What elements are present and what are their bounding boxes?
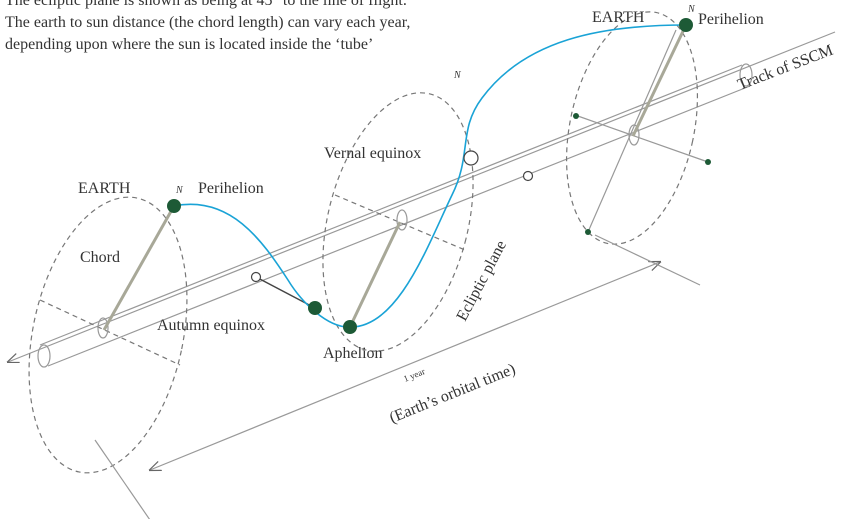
label: EARTH [78,180,131,197]
earth [343,320,357,334]
cross-line [587,29,677,233]
label: Aphelion [323,345,383,362]
earth [679,18,693,32]
orbit-path [173,24,687,328]
sun-ring [97,317,109,339]
orbit-circle [565,11,699,245]
orbit-circle [28,196,188,474]
sun-ring [396,209,408,231]
dot [585,229,591,235]
chord-rod [631,24,688,137]
chord-rod [102,205,176,331]
caption-line: The earth to sun distance (the chord len… [5,14,410,31]
label: EARTH [592,9,645,26]
sun-ring [628,124,640,146]
dot [705,159,711,165]
chord-rod [348,221,402,328]
tube-end [37,344,51,368]
earth [167,199,181,213]
label: Ecliptic plane [454,238,511,324]
sun [522,170,534,182]
label: Perihelion [698,11,764,28]
cross-line [574,114,709,163]
tube-end [739,63,753,87]
track-line [8,31,836,362]
time-arrow [150,262,660,470]
caption-line: depending upon where the sun is located … [5,36,373,53]
label: Perihelion [198,180,264,197]
label: Autumn equinox [157,317,265,334]
sun [250,271,262,283]
label: (Earth’s orbital time) [387,361,518,427]
earth [463,150,479,166]
label: N [453,70,462,81]
label: Vernal equinox [324,145,421,162]
dot [573,113,579,119]
label: 1 year [402,366,426,384]
bound-line [94,439,151,519]
bound-line [594,234,701,286]
caption-line: The ecliptic plane is shown as being at … [5,0,407,9]
earth [308,301,322,315]
label: Chord [80,249,120,266]
tube-edge [39,64,743,346]
label: N [175,185,184,196]
cross-line [334,194,466,251]
label: N [687,4,696,15]
